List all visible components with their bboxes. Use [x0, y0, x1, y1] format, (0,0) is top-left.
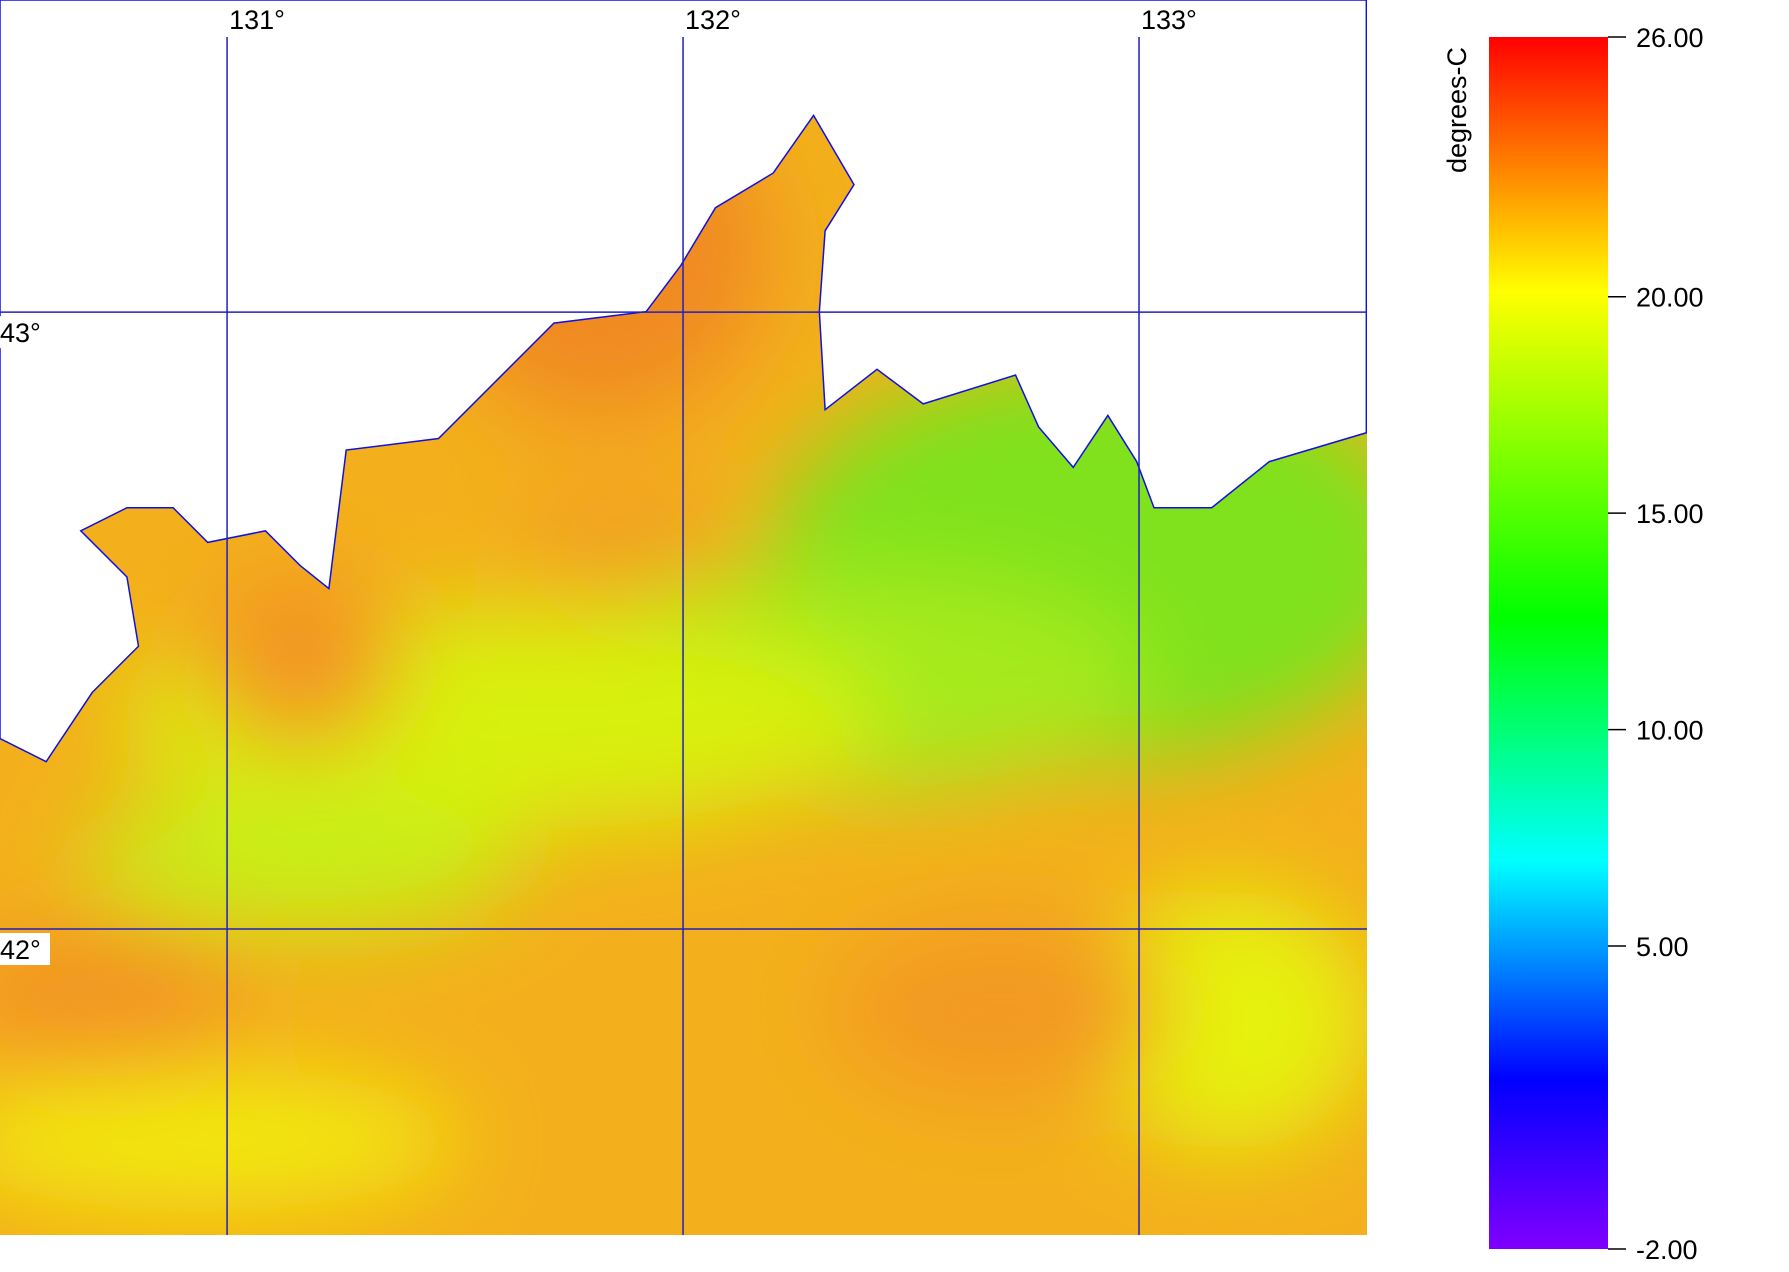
lon-label: 132° [685, 5, 741, 35]
lat-label-bg [0, 316, 50, 349]
colorbar-tick-label: -2.00 [1636, 1235, 1698, 1265]
colorbar-label: degrees-C [1442, 47, 1472, 173]
colorbar-tick-label: 20.00 [1636, 283, 1704, 313]
lat-label: 43° [0, 318, 41, 348]
lon-label: 133° [1141, 5, 1197, 35]
colorbar [1489, 37, 1608, 1249]
colorbar-tick-label: 5.00 [1636, 932, 1689, 962]
colorbar-tick-label: 26.00 [1636, 23, 1704, 53]
lon-label: 131° [229, 5, 285, 35]
land [0, 0, 1366, 762]
colorbar-tick-label: 10.00 [1636, 716, 1704, 746]
colorbar-tick-label: 15.00 [1636, 499, 1704, 529]
sst-field [0, 0, 1367, 1235]
lat-label-bg [0, 933, 50, 966]
lat-label: 42° [0, 935, 41, 965]
